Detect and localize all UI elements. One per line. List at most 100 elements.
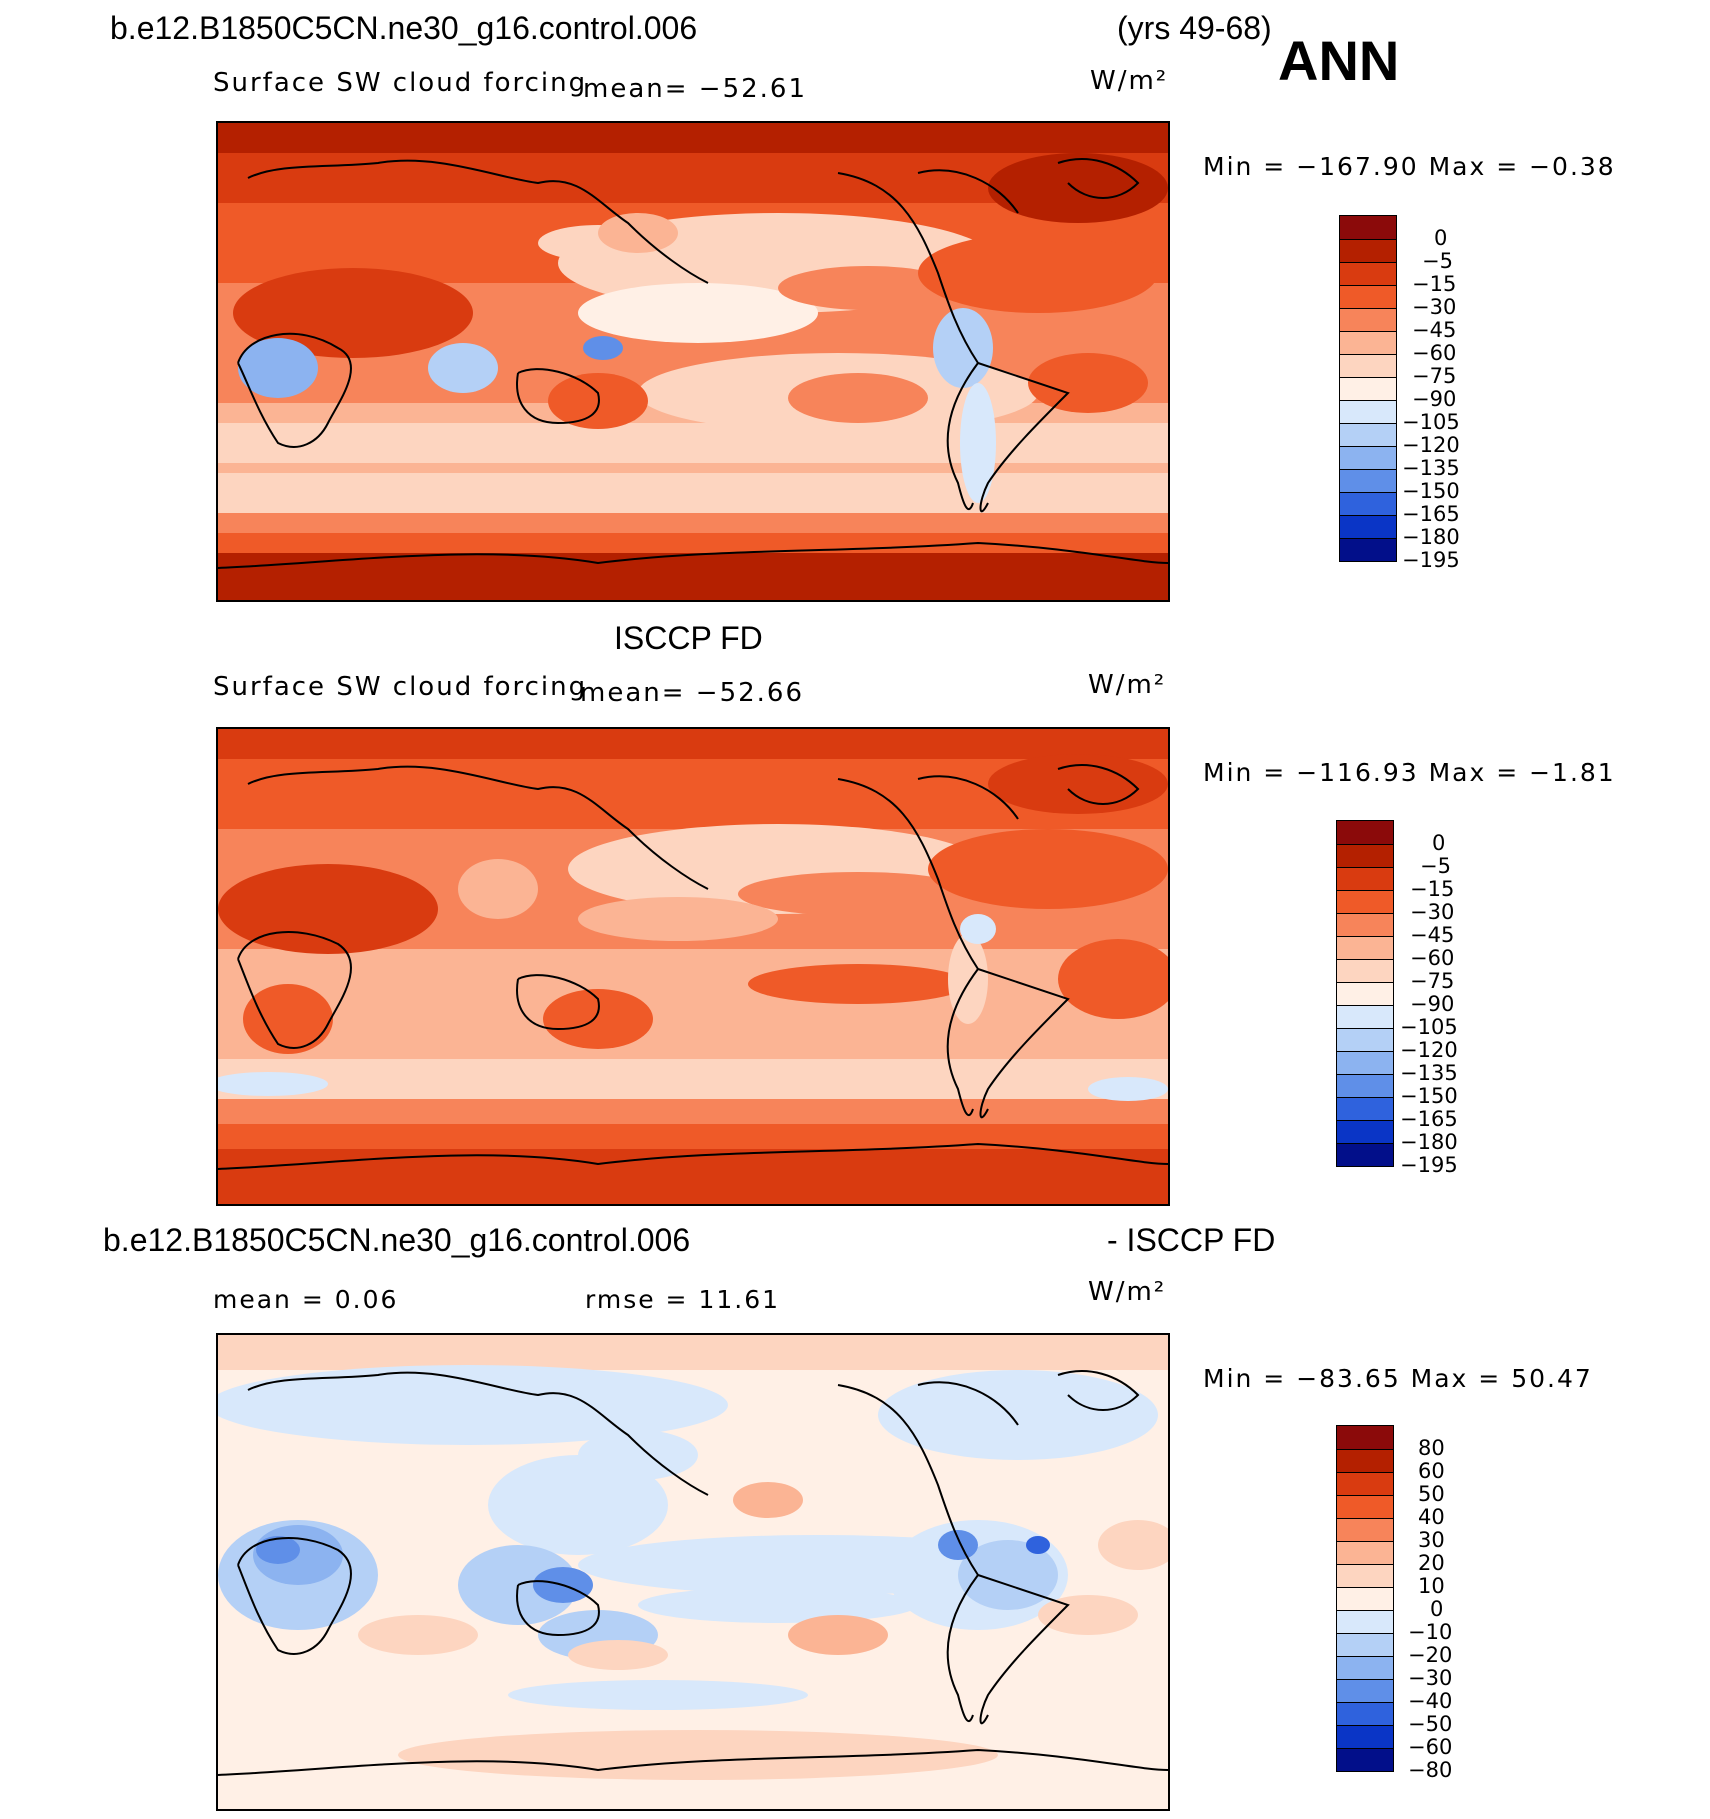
colorbar-swatch: [1340, 262, 1396, 285]
colorbar-swatch: [1337, 890, 1393, 913]
panel3-title-left: b.e12.B1850C5CN.ne30_g16.control.006: [103, 1222, 691, 1258]
colorbar-label: −75: [1410, 969, 1455, 993]
colorbar-swatch: [1340, 239, 1396, 262]
panel3-mean: mean = 0.06: [213, 1285, 399, 1314]
colorbar-swatch: [1337, 1610, 1393, 1633]
colorbar-swatch: [1340, 354, 1396, 377]
colorbar-swatch: [1337, 1028, 1393, 1051]
colorbar-swatch: [1340, 515, 1396, 538]
colorbar-swatch: [1340, 331, 1396, 354]
colorbar-label: 10: [1418, 1574, 1445, 1598]
colorbar-swatch: [1337, 913, 1393, 936]
colorbar-swatch: [1337, 1449, 1393, 1472]
colorbar-swatch: [1337, 1495, 1393, 1518]
colorbar-swatch: [1337, 1633, 1393, 1656]
colorbar-label: 80: [1418, 1436, 1445, 1460]
colorbar-label: −105: [1400, 1015, 1458, 1039]
years-label: (yrs 49-68): [1117, 10, 1272, 46]
panel2-units: W/m²: [1088, 670, 1167, 700]
colorbar-label: −45: [1412, 318, 1457, 342]
colorbar-label: −15: [1412, 272, 1457, 296]
colorbar-swatch: [1337, 844, 1393, 867]
colorbar-swatch: [1337, 1005, 1393, 1028]
colorbar-label: −150: [1402, 479, 1460, 503]
colorbar-label: −30: [1410, 900, 1455, 924]
colorbar-label: 30: [1418, 1528, 1445, 1552]
colorbar-swatch: [1340, 423, 1396, 446]
colorbar-swatch: [1337, 1143, 1393, 1166]
colorbar-swatch: [1340, 377, 1396, 400]
colorbar-label: −105: [1402, 410, 1460, 434]
colorbar-swatch: [1337, 1702, 1393, 1725]
colorbar-label: −195: [1400, 1153, 1458, 1177]
colorbar-label: 50: [1418, 1482, 1445, 1506]
colorbar-swatch: [1337, 1518, 1393, 1541]
colorbar-swatch: [1340, 216, 1396, 239]
colorbar-swatch: [1337, 936, 1393, 959]
panel1-mean: mean= −52.61: [583, 74, 808, 104]
colorbar-swatch: [1337, 1120, 1393, 1143]
colorbar-label: 60: [1418, 1459, 1445, 1483]
case-title: b.e12.B1850C5CN.ne30_g16.control.006: [110, 10, 698, 46]
panel3-rmse: rmse = 11.61: [585, 1285, 781, 1314]
colorbar-label: −60: [1408, 1735, 1453, 1759]
panel3-minmax: Min = −83.65 Max = 50.47: [1203, 1364, 1593, 1393]
panel3-colorbar: [1336, 1425, 1394, 1772]
colorbar-label: −30: [1408, 1666, 1453, 1690]
colorbar-label: −75: [1412, 364, 1457, 388]
panel2-colorbar-labels: 0 −5 −15 −30 −45 −60 −75 −90 −105 −120 −…: [1400, 831, 1490, 1177]
colorbar-label: −135: [1402, 456, 1460, 480]
colorbar-label: −80: [1408, 1758, 1453, 1782]
colorbar-label: 20: [1418, 1551, 1445, 1575]
colorbar-swatch: [1337, 1541, 1393, 1564]
panel3-title-right: - ISCCP FD: [1107, 1222, 1276, 1258]
panel3-difference-map: [216, 1333, 1170, 1811]
colorbar-swatch: [1340, 400, 1396, 423]
colorbar-label: −120: [1400, 1038, 1458, 1062]
colorbar-label: −50: [1408, 1712, 1453, 1736]
colorbar-swatch: [1340, 492, 1396, 515]
colorbar-swatch: [1337, 1074, 1393, 1097]
colorbar-swatch: [1337, 982, 1393, 1005]
colorbar-label: −5: [1420, 854, 1451, 878]
panel2-variable: Surface SW cloud forcing: [213, 672, 588, 702]
panel1-colorbar: [1339, 215, 1397, 562]
panel2-obs-map: [216, 727, 1170, 1206]
colorbar-label: 0: [1434, 226, 1448, 250]
colorbar-swatch: [1337, 1426, 1393, 1449]
colorbar-label: −30: [1412, 295, 1457, 319]
colorbar-swatch: [1337, 1097, 1393, 1120]
panel2-title: ISCCP FD: [614, 620, 763, 656]
colorbar-swatch: [1337, 821, 1393, 844]
colorbar-swatch: [1340, 538, 1396, 561]
colorbar-label: 40: [1418, 1505, 1445, 1529]
colorbar-label: −40: [1408, 1689, 1453, 1713]
colorbar-label: −165: [1400, 1107, 1458, 1131]
colorbar-swatch: [1337, 867, 1393, 890]
panel2-mean: mean= −52.66: [580, 678, 805, 708]
colorbar-swatch: [1340, 469, 1396, 492]
panel1-minmax: Min = −167.90 Max = −0.38: [1203, 152, 1616, 181]
colorbar-label: −195: [1402, 548, 1460, 572]
colorbar-label: −10: [1408, 1620, 1453, 1644]
panel3-colorbar-labels: 80 60 50 40 30 20 10 0 −10 −20 −30 −40 −…: [1408, 1436, 1488, 1782]
panel1-variable: Surface SW cloud forcing: [213, 68, 588, 98]
panel2-minmax: Min = −116.93 Max = −1.81: [1203, 758, 1616, 787]
panel2-colorbar: [1336, 820, 1394, 1167]
colorbar-swatch: [1337, 1725, 1393, 1748]
panel1-colorbar-labels: 0 −5 −15 −30 −45 −60 −75 −90 −105 −120 −…: [1402, 226, 1492, 572]
colorbar-label: −90: [1412, 387, 1457, 411]
colorbar-swatch: [1337, 1472, 1393, 1495]
panel1-units: W/m²: [1090, 66, 1169, 96]
colorbar-label: −165: [1402, 502, 1460, 526]
colorbar-label: −150: [1400, 1084, 1458, 1108]
colorbar-label: −5: [1422, 249, 1453, 273]
colorbar-swatch: [1337, 1051, 1393, 1074]
colorbar-swatch: [1340, 308, 1396, 331]
colorbar-swatch: [1337, 1679, 1393, 1702]
colorbar-label: −120: [1402, 433, 1460, 457]
colorbar-label: −60: [1410, 946, 1455, 970]
colorbar-label: −135: [1400, 1061, 1458, 1085]
colorbar-label: −60: [1412, 341, 1457, 365]
